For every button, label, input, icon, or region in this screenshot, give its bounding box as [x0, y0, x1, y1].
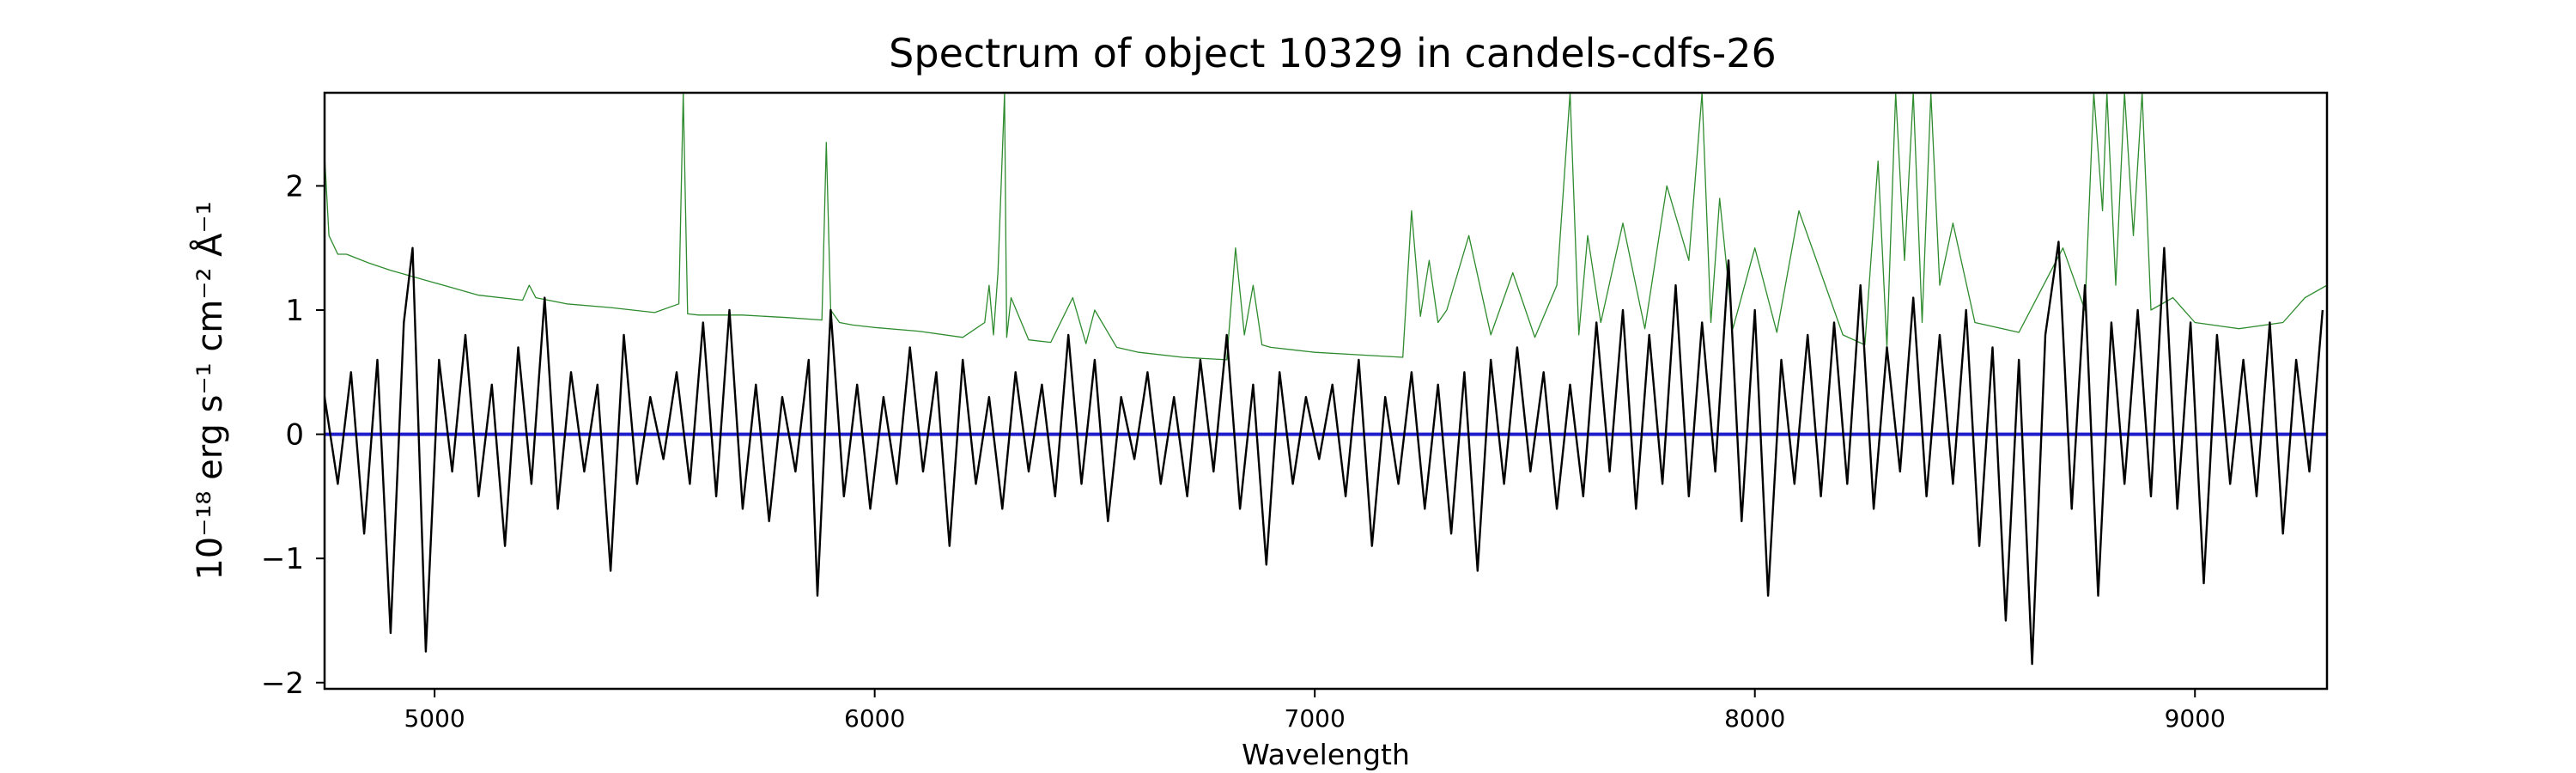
y-tick-label: 2: [285, 169, 304, 204]
y-axis-label: 10⁻¹⁸ erg s⁻¹ cm⁻² Å⁻¹: [189, 201, 230, 580]
chart-title: Spectrum of object 10329 in candels-cdfs…: [889, 30, 1777, 76]
series-layer: [325, 93, 2327, 666]
y-tick-label: 1: [285, 294, 304, 328]
y-tick-label: −1: [261, 542, 304, 576]
x-tick-label: 9000: [2165, 704, 2226, 733]
y-tick-label: 0: [285, 418, 304, 453]
x-tick-label: 8000: [1724, 704, 1785, 733]
x-axis-label: Wavelength: [1242, 738, 1410, 771]
plot-frame: [323, 91, 2329, 691]
x-tick-label: 5000: [404, 704, 465, 733]
y-axis: −2 −1 0 1 2: [261, 169, 325, 701]
x-axis: 5000 6000 7000 8000 9000: [404, 689, 2226, 733]
x-tick-label: 7000: [1285, 704, 1346, 733]
x-tick-label: 6000: [844, 704, 905, 733]
error-series-line: [325, 93, 2327, 361]
flux-series-line: [325, 240, 2324, 666]
y-tick-label: −2: [261, 666, 304, 701]
